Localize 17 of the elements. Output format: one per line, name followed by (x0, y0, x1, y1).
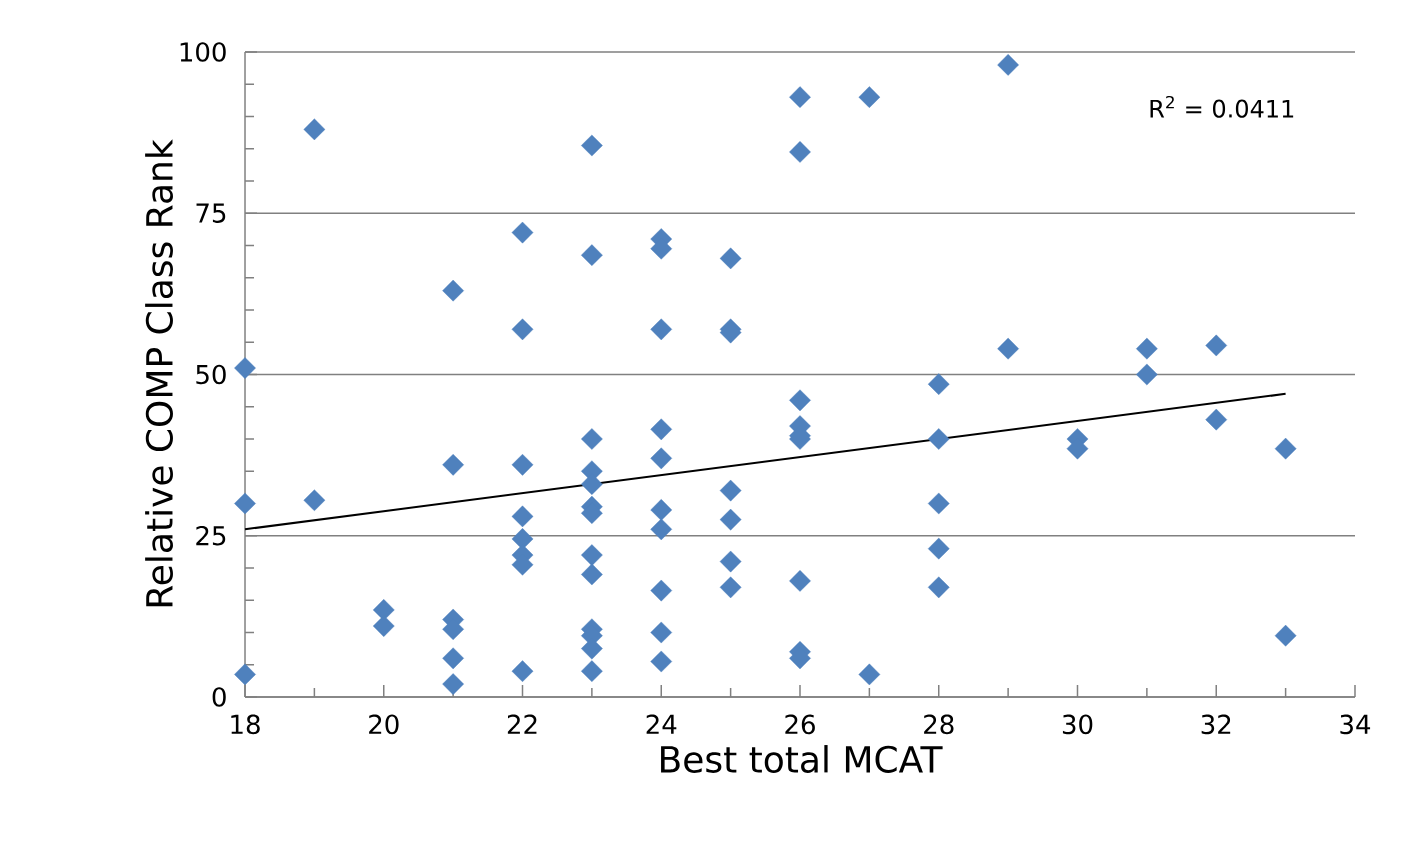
y-tick-label: 0 (212, 687, 226, 707)
x-tick-label: 34 (1340, 714, 1371, 735)
x-tick-label: 24 (646, 714, 677, 734)
x-tick-label: 20 (369, 714, 399, 735)
x-tick-label: 18 (231, 714, 260, 735)
x-tick-label: 30 (1062, 714, 1093, 735)
annotation: R$^{2}$ = 0.0411 (1150, 95, 1294, 118)
y-tick-label: 100 (180, 42, 226, 62)
x-tick-label: 26 (785, 714, 815, 735)
y-tick-label: 75 (196, 203, 226, 223)
x-tick-label: 28 (924, 714, 954, 735)
y-axis-title: Relative COMP Class Rank (145, 139, 173, 607)
y-tick-label: 25 (196, 525, 226, 546)
x-tick-label: 32 (1201, 714, 1231, 735)
x-axis-title: Best total MCAT (661, 745, 943, 773)
x-tick-label: 22 (507, 714, 537, 734)
y-tick-label: 50 (196, 364, 226, 385)
